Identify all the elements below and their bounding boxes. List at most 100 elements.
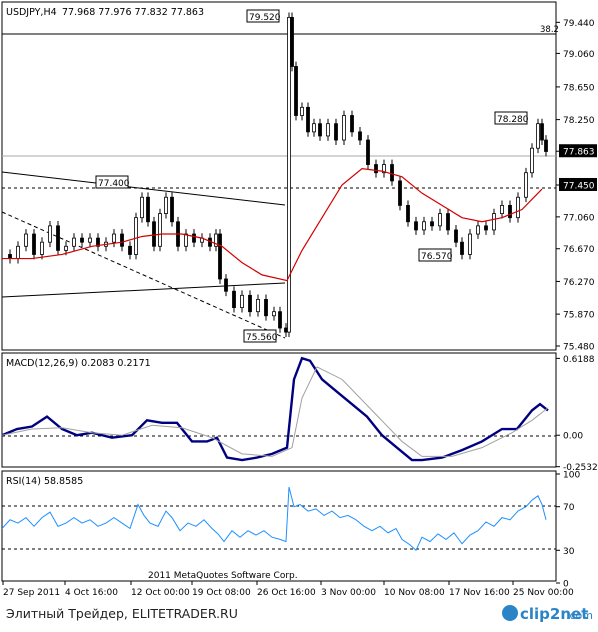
price-candle (460, 241, 464, 255)
price-candle (430, 221, 434, 227)
y-tick-label: 78.250 (563, 116, 595, 126)
rsi-axis-layer: 100 70 30 0 (556, 471, 580, 590)
macd-y-tick-label: 0.00 (563, 432, 583, 442)
price-candle (192, 233, 196, 243)
y-tick-label: 79.440 (563, 19, 595, 29)
price-candle (414, 221, 418, 231)
footer-source: Элитный Трейдер, ELITETRADER.RU (6, 606, 238, 621)
price-candle (358, 131, 362, 141)
price-candle (484, 225, 488, 231)
y-tick-label: 77.060 (563, 213, 595, 223)
y-tick-label: 77.450 (563, 181, 595, 191)
price-candle (146, 196, 150, 223)
price-candle (366, 139, 370, 165)
price-candle (342, 115, 346, 141)
y-tick-label: 76.270 (563, 278, 595, 288)
trendline-lower (1, 282, 286, 298)
price-candle (382, 164, 386, 174)
macd-title: MACD(12,26,9) 0.2083 0.2171 (6, 358, 151, 369)
price-candle (232, 290, 236, 308)
price-candle (492, 213, 496, 231)
y-tick-label: 79.060 (563, 50, 595, 60)
logo-domain: .com (566, 609, 593, 622)
price-candle (438, 213, 442, 227)
y-tick-label: 75.870 (563, 311, 595, 321)
moving-average-line (2, 168, 543, 282)
price-candle (152, 221, 156, 247)
price-candle (16, 245, 20, 259)
price-candle (374, 164, 378, 174)
macd-signal-line (1, 366, 549, 457)
price-candle (214, 233, 218, 247)
price-candle (284, 327, 288, 333)
price-candle (40, 241, 44, 255)
price-candle (468, 233, 472, 255)
price-annotation-label: 78.280 (497, 115, 529, 125)
price-candle (134, 217, 138, 255)
y-tick-label: 76.670 (563, 245, 595, 255)
rsi-y-tick-label: 100 (563, 471, 580, 481)
price-annotation-box (418, 248, 452, 262)
price-candle (530, 147, 534, 174)
price-candle (500, 205, 504, 214)
x-tick-label: 4 Oct 16:00 (65, 588, 118, 598)
price-candle (128, 245, 132, 255)
rsi-title: RSI(14) 58.8585 (6, 476, 83, 487)
price-candle (300, 106, 304, 116)
macd-y-tick-label: 0.6188 (563, 355, 595, 365)
price-candle (80, 237, 84, 243)
price-candle (56, 225, 60, 251)
y-tick-label: 77.863 (563, 148, 595, 158)
price-annotation-label: 77.400 (98, 179, 130, 189)
ohlc-label: 77.968 77.976 77.832 77.863 (62, 7, 204, 18)
level-price-tag (559, 177, 597, 191)
price-candle (350, 115, 354, 133)
price-candle (334, 123, 338, 141)
price-candle (72, 237, 76, 247)
rsi-series-layer (1, 486, 547, 552)
price-candle (287, 17, 291, 333)
price-candle (184, 233, 188, 247)
price-candle (422, 221, 426, 231)
price-candle (326, 123, 330, 137)
rsi-line (1, 486, 547, 552)
copyright-text: 2011 MetaQuotes Software Corp. (148, 571, 298, 581)
price-candle (516, 196, 520, 219)
y-tick-label: 78.650 (563, 83, 595, 93)
price-candle (224, 278, 228, 292)
price-candle (24, 233, 28, 247)
macd-series-layer (1, 356, 549, 462)
x-tick-label: 26 Oct 16:00 (257, 588, 316, 598)
price-candle (406, 205, 410, 223)
price-annotation-label: 79.520 (249, 13, 281, 23)
price-candle (32, 233, 36, 255)
price-candle (312, 123, 316, 133)
price-candle (454, 229, 458, 243)
macd-axis-layer: 0.6188 0.00 -0.2532 (556, 355, 598, 473)
rsi-panel-frame (1, 470, 557, 582)
trendline-upper (1, 171, 286, 206)
fib-label: 38.2 (540, 25, 559, 35)
macd-main-line (1, 356, 549, 462)
channel-dashed-line (1, 211, 286, 339)
x-tick-label: 27 Sep 2011 (3, 588, 60, 598)
price-candle (536, 123, 540, 149)
price-candle (318, 123, 322, 137)
price-candle (48, 225, 52, 243)
rsi-y-tick-label: 30 (563, 547, 575, 557)
price-candle (524, 172, 528, 198)
main-chart-title: USDJPY,H4 (6, 7, 57, 18)
price-annotation-box (243, 329, 277, 343)
current-price-tag (559, 144, 597, 158)
price-candle (96, 237, 100, 247)
price-candle (158, 213, 162, 247)
price-candle (544, 139, 548, 152)
x-tick-label: 17 Nov 16:00 (449, 588, 510, 598)
x-tick-label: 10 Nov 08:00 (384, 588, 445, 598)
price-annotation-box (494, 111, 528, 125)
price-candle (294, 66, 298, 116)
price-candle (240, 294, 244, 308)
price-candle (306, 106, 310, 133)
